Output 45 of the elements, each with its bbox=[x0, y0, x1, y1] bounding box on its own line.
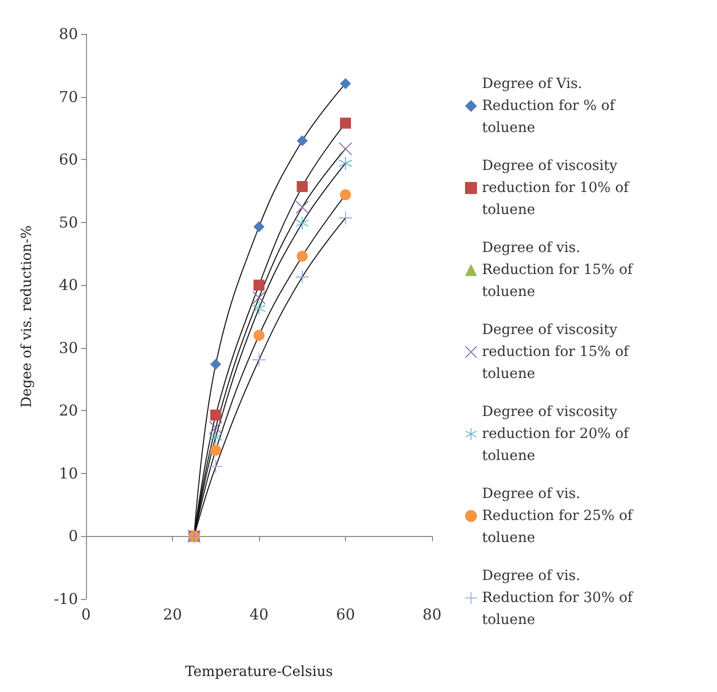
y-tick-label: 70 bbox=[58, 88, 78, 106]
point bbox=[339, 211, 352, 224]
y-tick-label: 40 bbox=[58, 276, 78, 294]
x-tick-label: 60 bbox=[336, 606, 356, 624]
point bbox=[296, 200, 309, 214]
legend-label: Degree of Vis. Reduction for % of toluene bbox=[482, 76, 620, 136]
y-tick-label: 20 bbox=[58, 402, 78, 420]
point bbox=[254, 221, 264, 232]
legend-label: Degree of vis. Reduction for 30% of toluene bbox=[482, 568, 638, 628]
y-axis-title: Degee of vis. reduction-% bbox=[19, 225, 35, 408]
x-tick-label: 0 bbox=[81, 606, 91, 624]
point bbox=[340, 78, 351, 90]
point bbox=[209, 460, 222, 474]
y-tick-label: 0 bbox=[68, 527, 78, 546]
y-tick-label: 50 bbox=[58, 213, 78, 232]
legend-label: Degree of vis. Reduction for 25% of toluene bbox=[482, 486, 638, 546]
x-tick-label: 20 bbox=[162, 606, 182, 624]
x-tick-label: 80 bbox=[422, 606, 442, 624]
x-axis-title: Temperature-Celsius bbox=[185, 664, 333, 680]
point bbox=[340, 189, 351, 200]
point bbox=[254, 330, 264, 341]
legend-label: Degree of viscosity reduction for 15% of toluene bbox=[482, 322, 634, 382]
legend-label: Degree of vis. Reduction for 15% of toluene bbox=[482, 240, 638, 300]
y-tick-label: 80 bbox=[58, 25, 78, 43]
point bbox=[296, 135, 308, 146]
point bbox=[296, 250, 308, 262]
point bbox=[296, 270, 309, 284]
y-tick-label: 30 bbox=[58, 338, 78, 357]
point bbox=[254, 280, 264, 291]
point bbox=[339, 142, 352, 156]
point bbox=[210, 444, 222, 456]
legend-label: Degree of viscosity reduction for 20% of toluene bbox=[482, 404, 634, 464]
y-tick-label: -10 bbox=[54, 590, 78, 608]
point bbox=[296, 181, 308, 192]
point bbox=[252, 302, 266, 315]
y-tick-label: 10 bbox=[58, 464, 78, 482]
point bbox=[209, 421, 222, 434]
point bbox=[339, 156, 352, 170]
legend-label: Degree of viscosity reduction for 10% of toluene bbox=[482, 158, 634, 218]
y-tick-label: 60 bbox=[58, 150, 78, 169]
point bbox=[210, 410, 222, 421]
point bbox=[340, 118, 351, 129]
point bbox=[252, 353, 266, 366]
x-tick-label: 40 bbox=[249, 606, 269, 624]
point bbox=[210, 358, 222, 370]
